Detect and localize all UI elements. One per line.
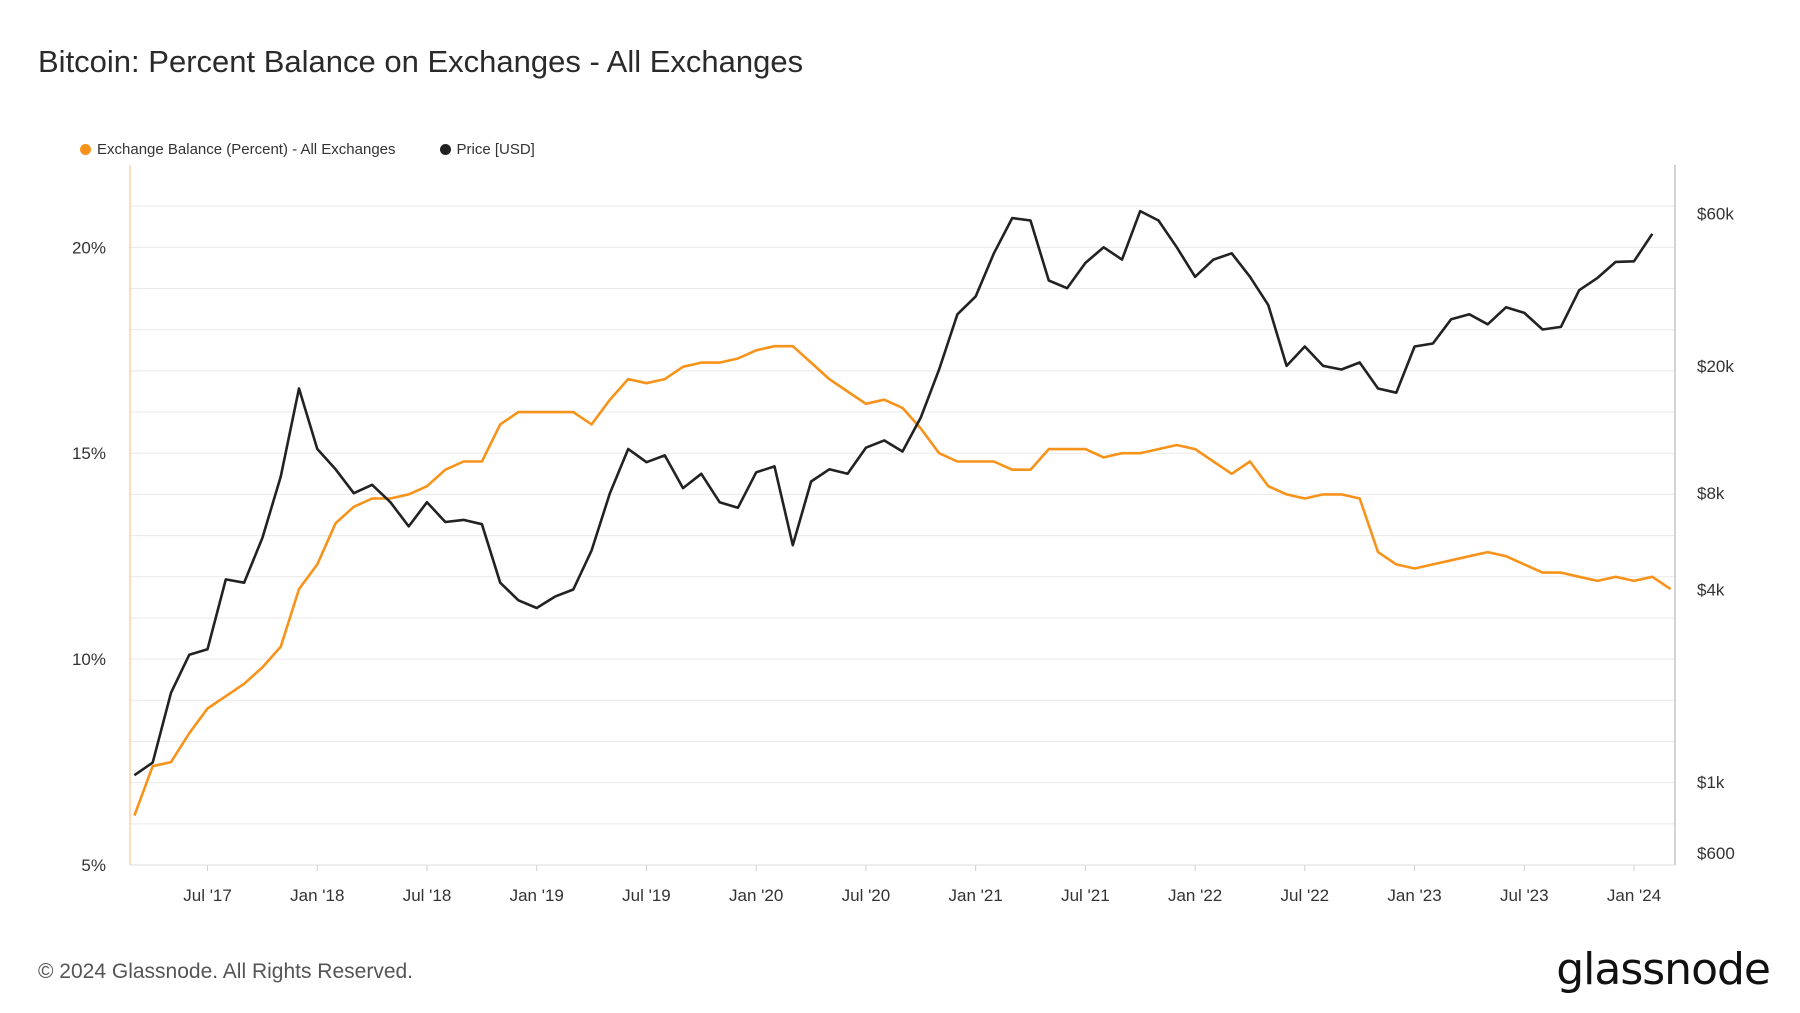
- x-tick-label: Jul '22: [1281, 886, 1330, 905]
- legend-label-price: Price [USD]: [456, 141, 535, 158]
- series-line-exchange-balance: [133, 344, 1672, 817]
- x-tick-label: Jul '20: [842, 886, 891, 905]
- copyright-footer: © 2024 Glassnode. All Rights Reserved.: [38, 960, 414, 983]
- x-tick-label: Jul '17: [183, 886, 232, 905]
- y-left-tick-label: 10%: [72, 650, 106, 669]
- glassnode-logo: glassnode: [1556, 944, 1771, 995]
- legend-item-price[interactable]: Price [USD]: [439, 141, 535, 158]
- series-line-price: [133, 209, 1654, 777]
- x-tick-label: Jan '23: [1387, 886, 1441, 905]
- legend-dot-balance: [80, 144, 91, 155]
- x-tick-label: Jul '19: [622, 886, 671, 905]
- y-left-tick-label: 15%: [72, 444, 106, 463]
- y-right-tick-label: $60k: [1697, 204, 1734, 223]
- x-tick-label: Jul '23: [1500, 886, 1549, 905]
- x-tick-label: Jan '20: [729, 886, 783, 905]
- chart-title: Bitcoin: Percent Balance on Exchanges - …: [38, 44, 804, 79]
- x-tick-label: Jan '24: [1607, 886, 1661, 905]
- x-tick-label: Jan '21: [949, 886, 1003, 905]
- y-left-tick-label: 5%: [81, 856, 106, 875]
- x-tick-label: Jul '18: [403, 886, 452, 905]
- series-layer: [133, 209, 1672, 817]
- x-tick-label: Jan '18: [290, 886, 344, 905]
- x-tick-label: Jul '21: [1061, 886, 1110, 905]
- y-right-tick-label: $20k: [1697, 357, 1734, 376]
- grid: [130, 205, 1675, 871]
- axes: Jul '17 Jan '18 Jul '18 Jan '19 Jul '19 Jan '…: [72, 165, 1735, 905]
- legend: Exchange Balance (Percent) - All Exchang…: [80, 141, 535, 158]
- x-tick-label: Jan '19: [510, 886, 564, 905]
- legend-item-balance[interactable]: Exchange Balance (Percent) - All Exchang…: [80, 141, 396, 158]
- legend-label-balance: Exchange Balance (Percent) - All Exchang…: [97, 141, 396, 158]
- x-tick-label: Jan '22: [1168, 886, 1222, 905]
- y-right-tick-label: $600: [1697, 844, 1735, 863]
- y-right-tick-label: $4k: [1697, 580, 1725, 599]
- y-right-tick-label: $8k: [1697, 484, 1725, 503]
- legend-dot-price: [439, 144, 451, 155]
- y-right-tick-label: $1k: [1697, 773, 1725, 792]
- y-left-tick-label: 20%: [72, 238, 106, 257]
